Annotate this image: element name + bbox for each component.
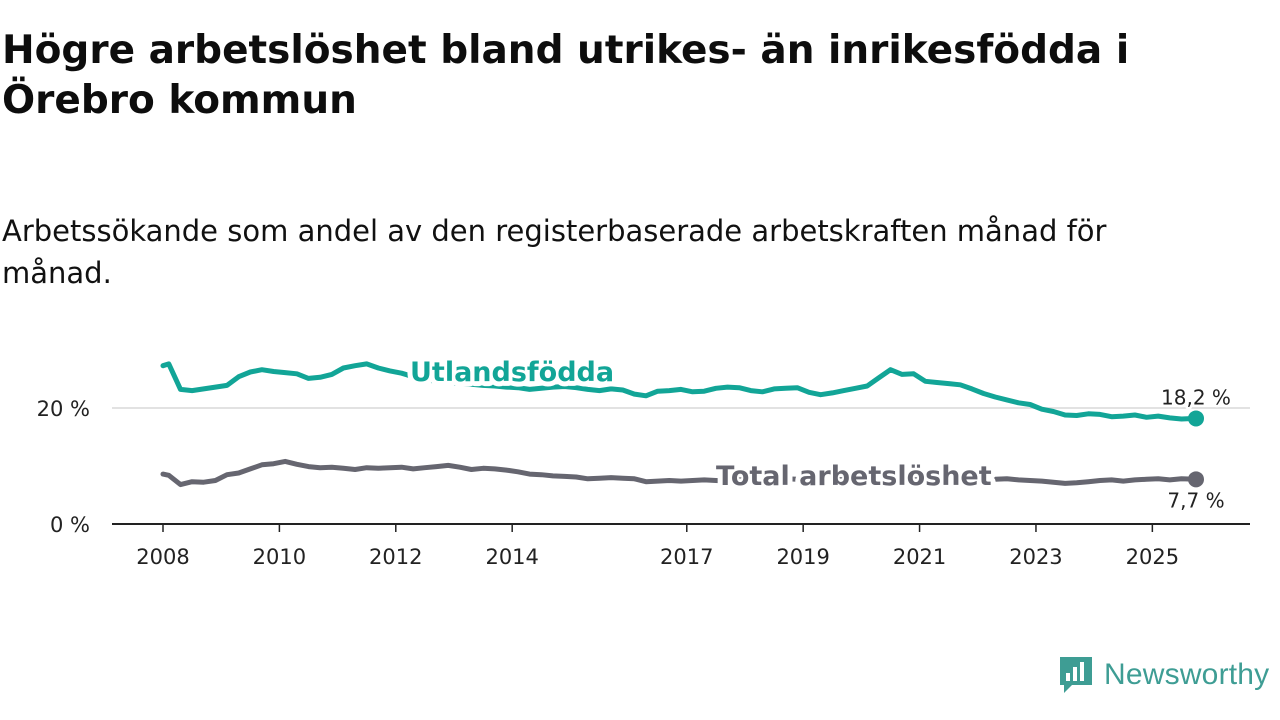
newsworthy-logo-icon [1060, 657, 1092, 693]
chart-subtitle: Arbetssökande som andel av den registerb… [2, 214, 1107, 290]
x-tick-label-5: 2019 [776, 545, 829, 569]
x-tick-label-6: 2021 [893, 545, 946, 569]
x-tick-label-1: 2010 [253, 545, 306, 569]
newsworthy-logo: Newsworthy [1058, 654, 1269, 696]
x-axis: 2008 2010 2012 2014 2017 2019 2021 2023 2025 [112, 523, 1250, 569]
y-tick-label-0: 0 % [50, 513, 90, 537]
series-label-total-arbetsloshet: Total arbetslöshet [716, 461, 992, 492]
x-tick-label-8: 2025 [1126, 545, 1179, 569]
x-tick-label-0: 2008 [136, 545, 189, 569]
end-value-label-total-arbetsloshet: 7,7 % [1167, 488, 1224, 512]
x-tick-label-4: 2017 [660, 545, 713, 569]
series-label-utlandsfodda: Utlandsfödda [410, 357, 614, 388]
x-tick-label-3: 2014 [485, 545, 538, 569]
x-tick-label-7: 2023 [1009, 545, 1062, 569]
end-value-label-utlandsfodda: 18,2 % [1161, 385, 1231, 409]
x-tick-label-2: 2012 [369, 545, 422, 569]
series-line-utlandsfodda [160, 361, 1199, 422]
label-layer: 18,2 % Utlandsfödda 7,7 % Total arbetslöshe… [405, 352, 1233, 515]
end-point-total-arbetsloshet [1188, 471, 1204, 488]
end-point-utlandsfodda [1188, 410, 1204, 427]
series-layer [160, 361, 1204, 488]
series-line-total-arbetsloshet [160, 458, 1199, 488]
chart-title: Högre arbetslöshet bland utrikes- än inr… [2, 28, 1130, 123]
grid-layer: 0 % 20 % [37, 397, 1250, 537]
y-tick-label-1: 20 % [37, 397, 90, 421]
newsworthy-logo-text: Newsworthy [1104, 658, 1270, 691]
